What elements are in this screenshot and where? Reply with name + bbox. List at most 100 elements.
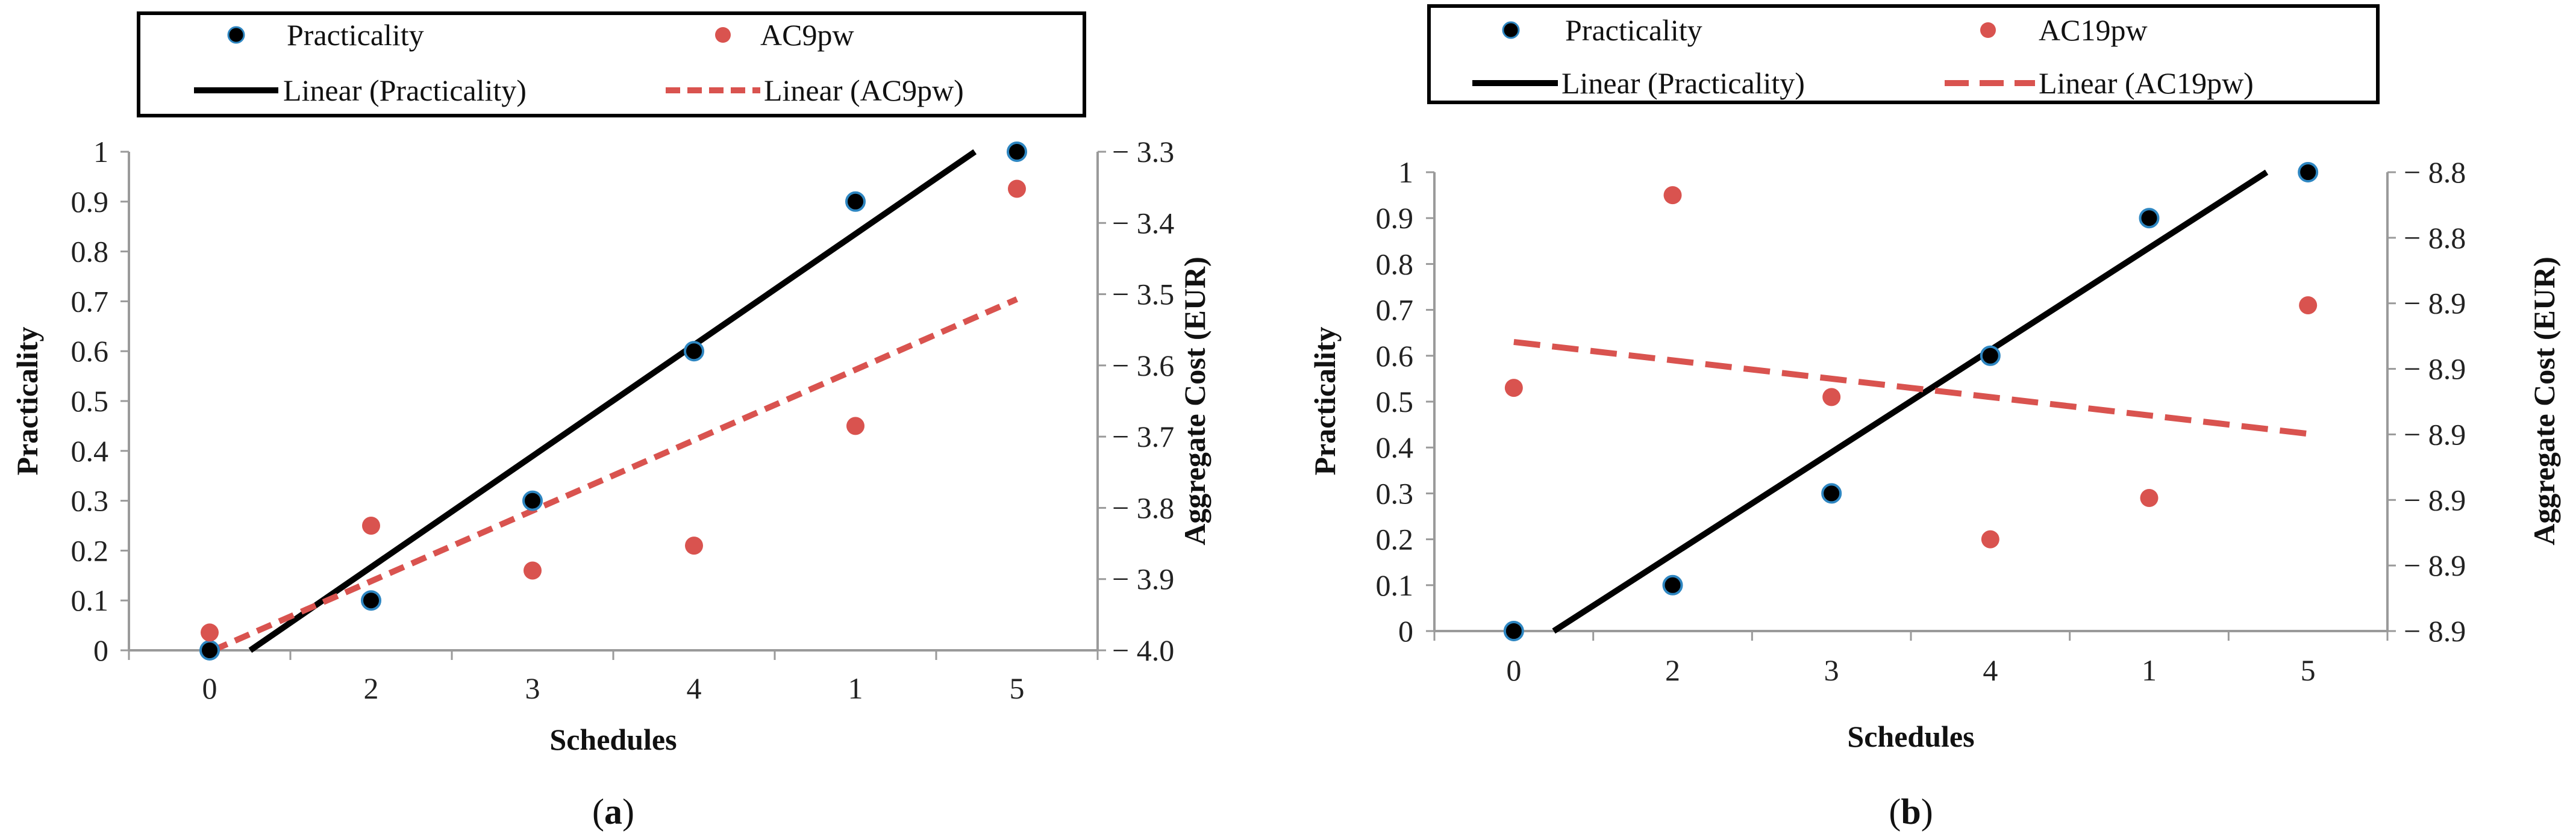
y-left-tick-label: 0.6 [1376,339,1414,373]
y-right-tick-label: − 8.9 [2404,483,2466,517]
y-left-tick-label: 1 [93,135,108,169]
trendline-linear-ac19pw [1513,338,2309,437]
x-tick-label: 4 [687,671,702,705]
trendline-linear-practicality [1552,169,2269,634]
legend-marker-practicality-b [1502,21,1520,39]
y-right-ticks-b: − 8.9 − 8.9 − 8.9 − 8.9 − 8.9 − 8.9 − 8.8 − 8.8 [2387,155,2466,648]
y-left-tick-label: 0.2 [1376,523,1414,556]
y-right-tick-label: − 3.8 [1112,491,1174,524]
y-left-ticks-b: 0 0.1 0.2 0.3 0.4 0.5 0.6 0.7 0.8 0.9 1 [1376,155,1434,648]
legend-entry-practicality-a: Practicality [227,18,424,52]
legend-entry-linear-ac19pw: Linear (AC19pw) [1945,66,2254,100]
data-point-ac9pw [685,537,703,555]
caption-close-a: ) [622,792,634,832]
y-left-tick-label: 0.5 [1376,385,1414,418]
data-point-practicality [199,640,220,661]
chart-panel-b: Practicality AC19pw Linear (Practicality… [1308,4,2561,832]
y-left-tick-label: 0.2 [71,534,109,567]
y-right-tick-label: − 3.6 [1112,349,1174,382]
y-left-tick-label: 0.9 [71,185,109,219]
x-tick-label: 1 [2142,653,2157,687]
legend-label-practicality-b: Practicality [1565,13,1702,47]
legend-marker-ac19pw [1980,22,1996,38]
y-right-title-b: Aggregate Cost (EUR) [2527,257,2561,546]
legend-entry-linear-practicality-b: Linear (Practicality) [1472,66,1805,100]
x-ticks-b: 0 2 3 4 1 5 [1433,631,2389,687]
x-title-a: Schedules [549,723,677,756]
trendlines-b [1513,169,2309,634]
legend-box-a [137,11,1086,117]
y-right-tick-label: − 8.9 [2404,549,2466,582]
legend-marker-ac9pw [715,27,731,43]
data-point-practicality [1662,574,1683,596]
trendline-linear-practicality [248,149,977,653]
caption-letter-a: a [604,792,622,832]
trendlines-a [211,149,1019,653]
y-right-tick-label: − 8.9 [2404,287,2466,320]
y-right-tick-label: − 3.3 [1112,135,1174,169]
legend-label-linear-practicality-b: Linear (Practicality) [1562,66,1805,100]
caption-letter-b: b [1901,792,1921,832]
x-tick-label: 3 [525,671,540,705]
y-left-tick-label: 0.8 [1376,247,1414,281]
legend-entry-ac19pw: AC19pw [1980,13,2148,47]
panel-caption-b: (b) [1889,792,1933,832]
x-tick-label: 0 [1506,653,1521,687]
y-right-tick-label: − 3.7 [1112,420,1174,453]
legend-label-practicality-a: Practicality [287,18,424,52]
x-tick-label: 2 [364,671,379,705]
data-point-practicality [361,590,381,611]
y-left-tick-label: 0.7 [1376,293,1414,327]
caption-open-a: ( [592,792,604,832]
y-left-tick-label: 0.8 [71,235,109,269]
x-tick-label: 1 [848,671,863,705]
legend-label-linear-practicality-a: Linear (Practicality) [283,73,527,107]
legend-label-ac19pw: AC19pw [2039,13,2148,47]
y-right-tick-label: − 3.4 [1112,206,1174,240]
x-tick-label: 3 [1824,653,1839,687]
y-left-ticks-a: 0 0.1 0.2 0.3 0.4 0.5 0.6 0.7 0.8 0.9 1 [71,135,129,667]
data-point-ac19pw [1663,186,1682,205]
y-right-tick-label: − 8.9 [2404,417,2466,451]
points-b [1503,162,2319,641]
y-left-tick-label: 0 [1398,614,1413,648]
data-point-practicality [1503,621,1524,641]
panel-caption-a: (a) [592,792,634,832]
x-tick-label: 0 [202,671,217,705]
y-left-tick-label: 0.4 [71,434,109,468]
data-point-practicality [2139,208,2160,229]
x-tick-label: 5 [1010,671,1025,705]
y-right-tick-label: − 8.9 [2404,614,2466,648]
y-left-tick-label: 0.9 [1376,201,1414,235]
chart-panel-a: Practicality AC9pw Linear (Practicality)… [10,11,1211,832]
y-left-tick-label: 0 [93,633,108,667]
data-point-ac9pw [524,561,542,580]
data-point-practicality [1980,345,2001,366]
y-left-tick-label: 1 [1398,155,1413,189]
legend-marker-practicality-a [227,26,245,44]
legend-entry-practicality-b: Practicality [1502,13,1702,47]
y-left-tick-label: 0.3 [71,484,109,518]
x-title-b: Schedules [1847,720,1974,753]
x-tick-label: 5 [2301,653,2316,687]
data-point-ac9pw [362,517,380,535]
data-point-practicality [845,191,866,212]
x-tick-label: 4 [1983,653,1998,687]
y-right-title-a: Aggregate Cost (EUR) [1178,257,1211,546]
legend-entry-ac9pw: AC9pw [715,18,854,52]
y-right-tick-label: − 8.9 [2404,352,2466,386]
legend-label-linear-ac19pw: Linear (AC19pw) [2039,66,2254,100]
data-point-practicality [522,490,543,511]
legend-label-ac9pw: AC9pw [760,18,854,52]
x-ticks-a: 0 2 3 4 1 5 [128,650,1099,705]
y-left-title-a: Practicality [10,326,44,475]
data-point-practicality [1821,483,1842,504]
caption-close-b: ) [1921,792,1933,832]
legend-entry-linear-ac9pw: Linear (AC9pw) [666,73,964,107]
y-left-tick-label: 0.4 [1376,431,1414,464]
trendline-linear-ac9pw [211,296,1019,653]
y-left-tick-label: 0.1 [71,583,109,617]
points-a [199,142,1027,661]
data-point-practicality [1007,142,1027,162]
y-left-tick-label: 0.1 [1376,568,1414,602]
